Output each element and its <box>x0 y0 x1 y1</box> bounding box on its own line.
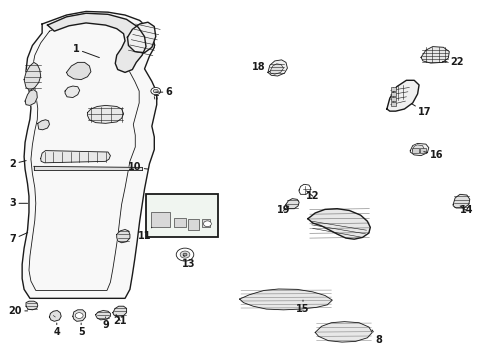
Polygon shape <box>26 301 38 310</box>
Polygon shape <box>269 64 283 74</box>
Circle shape <box>183 253 186 256</box>
Text: 14: 14 <box>459 206 472 216</box>
Polygon shape <box>96 311 110 320</box>
Polygon shape <box>420 46 448 63</box>
Circle shape <box>75 313 83 319</box>
Bar <box>419 148 425 153</box>
Bar <box>188 220 199 230</box>
Text: 10: 10 <box>128 162 148 172</box>
Text: 13: 13 <box>182 255 195 269</box>
Polygon shape <box>307 209 369 239</box>
Polygon shape <box>47 13 146 72</box>
Polygon shape <box>285 199 299 209</box>
Text: 19: 19 <box>276 206 290 216</box>
Circle shape <box>153 89 158 93</box>
Circle shape <box>176 248 193 261</box>
Bar <box>201 220 210 227</box>
Polygon shape <box>25 90 37 105</box>
Polygon shape <box>113 306 126 316</box>
Polygon shape <box>117 229 130 243</box>
Text: 1: 1 <box>73 44 99 58</box>
Text: 9: 9 <box>102 317 109 330</box>
Polygon shape <box>239 289 331 310</box>
Polygon shape <box>267 60 287 76</box>
Polygon shape <box>49 311 61 321</box>
Text: 7: 7 <box>9 233 28 244</box>
Polygon shape <box>41 150 110 163</box>
Polygon shape <box>452 194 469 208</box>
Text: 15: 15 <box>296 300 309 314</box>
Circle shape <box>151 87 160 95</box>
Bar <box>173 218 185 226</box>
Polygon shape <box>412 145 423 153</box>
Polygon shape <box>315 321 371 342</box>
Text: 21: 21 <box>113 315 127 325</box>
Polygon shape <box>73 310 85 321</box>
Text: 3: 3 <box>9 198 27 208</box>
Polygon shape <box>38 120 49 130</box>
Text: 17: 17 <box>410 104 431 117</box>
Polygon shape <box>386 80 418 111</box>
Polygon shape <box>87 105 123 123</box>
Text: 18: 18 <box>252 62 269 72</box>
Circle shape <box>180 251 189 258</box>
Text: 11: 11 <box>138 227 152 240</box>
Polygon shape <box>127 22 156 53</box>
Text: 22: 22 <box>442 57 463 67</box>
Bar <box>411 148 418 153</box>
Bar <box>390 102 395 106</box>
Bar <box>390 92 395 96</box>
Bar <box>390 87 395 91</box>
Polygon shape <box>22 12 157 298</box>
Text: 6: 6 <box>155 87 172 97</box>
Bar <box>146 194 218 237</box>
Text: 5: 5 <box>78 323 84 337</box>
Text: 2: 2 <box>9 159 26 169</box>
Text: 16: 16 <box>423 150 443 160</box>
Bar <box>151 212 170 227</box>
Bar <box>390 97 395 101</box>
Text: 8: 8 <box>371 330 381 345</box>
Polygon shape <box>34 166 142 170</box>
Polygon shape <box>66 62 91 80</box>
Polygon shape <box>65 86 80 98</box>
Polygon shape <box>409 143 428 156</box>
Text: 4: 4 <box>53 323 60 337</box>
Polygon shape <box>24 62 41 90</box>
Circle shape <box>203 221 211 226</box>
Text: 20: 20 <box>9 306 27 316</box>
Polygon shape <box>299 184 310 194</box>
Text: 12: 12 <box>305 191 319 201</box>
